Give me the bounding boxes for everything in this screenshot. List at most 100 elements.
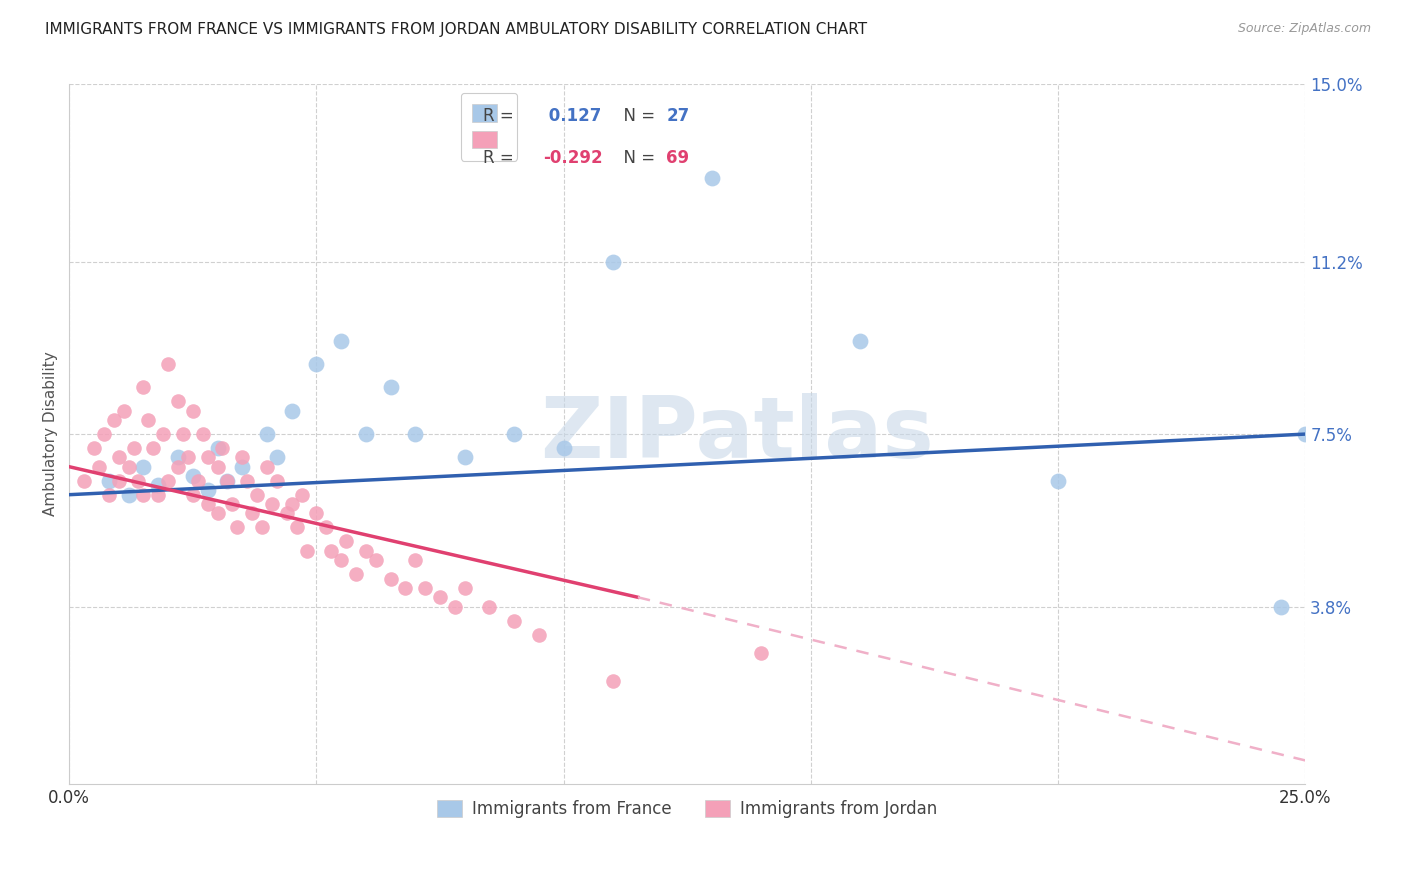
Point	[503, 614, 526, 628]
Point	[181, 404, 204, 418]
Text: N =: N =	[613, 149, 661, 167]
Point	[107, 450, 129, 465]
Point	[285, 520, 308, 534]
Point	[231, 450, 253, 465]
Point	[266, 474, 288, 488]
Point	[344, 566, 367, 581]
Point	[197, 483, 219, 497]
Point	[97, 474, 120, 488]
Point	[83, 441, 105, 455]
Point	[117, 488, 139, 502]
Point	[148, 478, 170, 492]
Text: IMMIGRANTS FROM FRANCE VS IMMIGRANTS FROM JORDAN AMBULATORY DISABILITY CORRELATI: IMMIGRANTS FROM FRANCE VS IMMIGRANTS FRO…	[45, 22, 868, 37]
Text: R =: R =	[484, 107, 519, 125]
Point	[404, 553, 426, 567]
Legend: Immigrants from France, Immigrants from Jordan: Immigrants from France, Immigrants from …	[430, 793, 943, 824]
Point	[197, 450, 219, 465]
Point	[207, 459, 229, 474]
Point	[93, 427, 115, 442]
Text: 0.127: 0.127	[543, 107, 600, 125]
Point	[157, 357, 180, 371]
Point	[132, 380, 155, 394]
Point	[236, 474, 259, 488]
Text: 69: 69	[666, 149, 689, 167]
Point	[172, 427, 194, 442]
Point	[207, 441, 229, 455]
Point	[276, 506, 298, 520]
Point	[315, 520, 337, 534]
Point	[226, 520, 249, 534]
Point	[250, 520, 273, 534]
Text: 27: 27	[666, 107, 689, 125]
Point	[127, 474, 149, 488]
Point	[1294, 427, 1316, 442]
Point	[132, 459, 155, 474]
Point	[295, 543, 318, 558]
Point	[211, 441, 233, 455]
Point	[751, 646, 773, 660]
Point	[321, 543, 343, 558]
Point	[207, 506, 229, 520]
Point	[527, 627, 550, 641]
Point	[152, 427, 174, 442]
Point	[260, 497, 283, 511]
Point	[240, 506, 263, 520]
Point	[117, 459, 139, 474]
Point	[181, 469, 204, 483]
Point	[602, 674, 624, 689]
Point	[1270, 599, 1292, 614]
Point	[849, 334, 872, 348]
Point	[280, 404, 302, 418]
Point	[305, 506, 328, 520]
Point	[142, 441, 165, 455]
Point	[700, 170, 723, 185]
Text: R =: R =	[484, 149, 519, 167]
Point	[256, 459, 278, 474]
Point	[191, 427, 214, 442]
Point	[181, 488, 204, 502]
Text: ZIPatlas: ZIPatlas	[540, 392, 934, 475]
Point	[413, 581, 436, 595]
Point	[1047, 474, 1070, 488]
Point	[231, 459, 253, 474]
Text: Source: ZipAtlas.com: Source: ZipAtlas.com	[1237, 22, 1371, 36]
Point	[167, 450, 190, 465]
Point	[454, 581, 477, 595]
Point	[73, 474, 96, 488]
Point	[97, 488, 120, 502]
Point	[217, 474, 239, 488]
Point	[280, 497, 302, 511]
Point	[187, 474, 209, 488]
Point	[305, 357, 328, 371]
Point	[167, 459, 190, 474]
Point	[103, 413, 125, 427]
Point	[503, 427, 526, 442]
Point	[454, 450, 477, 465]
Y-axis label: Ambulatory Disability: Ambulatory Disability	[44, 351, 58, 516]
Point	[107, 474, 129, 488]
Point	[122, 441, 145, 455]
Point	[197, 497, 219, 511]
Point	[148, 488, 170, 502]
Point	[380, 572, 402, 586]
Point	[553, 441, 575, 455]
Point	[266, 450, 288, 465]
Point	[478, 599, 501, 614]
Point	[177, 450, 200, 465]
Point	[394, 581, 416, 595]
Point	[335, 534, 357, 549]
Point	[354, 543, 377, 558]
Point	[429, 591, 451, 605]
Text: N =: N =	[613, 107, 661, 125]
Point	[354, 427, 377, 442]
Point	[167, 394, 190, 409]
Point	[138, 413, 160, 427]
Point	[217, 474, 239, 488]
Point	[256, 427, 278, 442]
Point	[291, 488, 314, 502]
Point	[404, 427, 426, 442]
Text: -0.292: -0.292	[543, 149, 602, 167]
Point	[132, 488, 155, 502]
Point	[602, 254, 624, 268]
Point	[380, 380, 402, 394]
